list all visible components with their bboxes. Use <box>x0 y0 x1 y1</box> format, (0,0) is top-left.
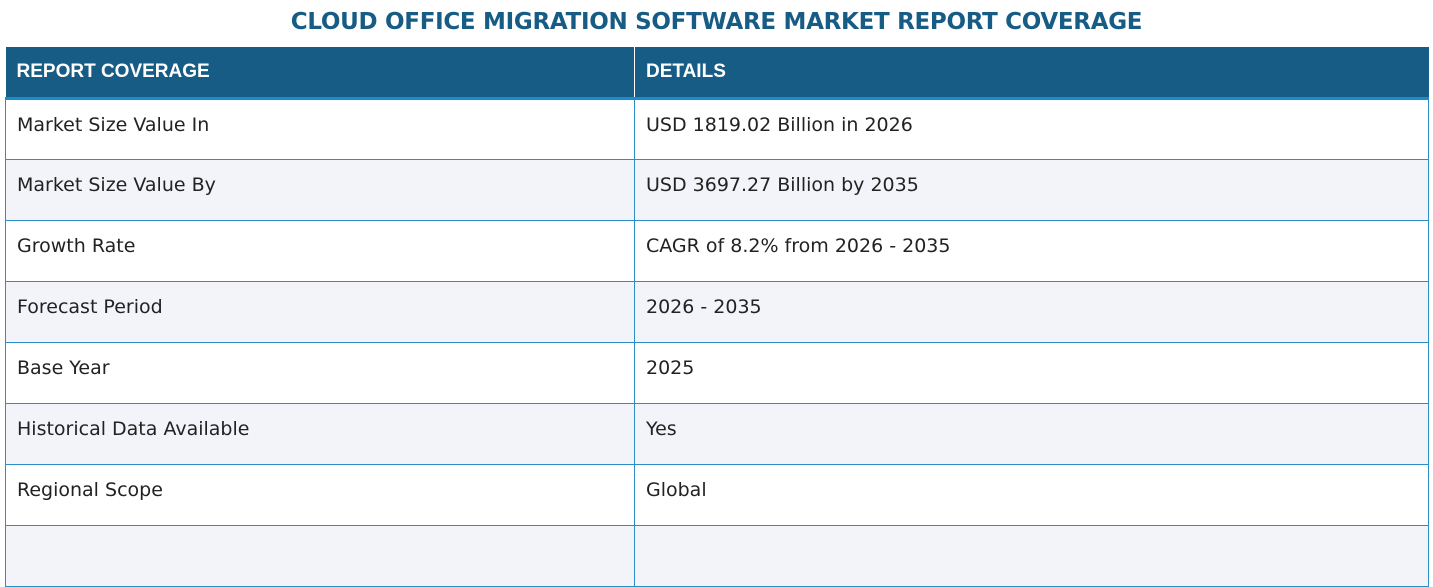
row-value: 2026 - 2035 <box>634 281 1429 343</box>
table-row: Growth Rate CAGR of 8.2% from 2026 - 2035 <box>5 220 1429 282</box>
row-value: Global <box>634 464 1429 526</box>
row-label: Growth Rate <box>5 220 635 282</box>
row-label: Regional Scope <box>5 464 635 526</box>
row-label: Historical Data Available <box>5 403 635 465</box>
row-value: CAGR of 8.2% from 2026 - 2035 <box>634 220 1429 282</box>
row-value <box>634 525 1429 587</box>
table-row: Market Size Value By USD 3697.27 Billion … <box>5 159 1429 221</box>
table-row: Historical Data Available Yes <box>5 403 1429 465</box>
table-row: Regional Scope Global <box>5 464 1429 526</box>
table-row: Forecast Period 2026 - 2035 <box>5 281 1429 343</box>
table-row <box>5 525 1429 587</box>
table-row: Market Size Value In USD 1819.02 Billion … <box>5 98 1429 160</box>
page-title: CLOUD OFFICE MIGRATION SOFTWARE MARKET R… <box>290 9 1143 35</box>
row-value: Yes <box>634 403 1429 465</box>
table-header-row: REPORT COVERAGE DETAILS <box>5 47 1429 100</box>
row-label: Market Size Value By <box>5 159 635 221</box>
row-label <box>5 525 635 587</box>
row-label: Market Size Value In <box>5 98 635 160</box>
header-details: DETAILS <box>634 47 1429 100</box>
row-value: 2025 <box>634 342 1429 404</box>
row-label: Forecast Period <box>5 281 635 343</box>
report-coverage-table: REPORT COVERAGE DETAILS Market Size Valu… <box>5 47 1429 587</box>
header-report-coverage: REPORT COVERAGE <box>5 47 635 100</box>
row-value: USD 1819.02 Billion in 2026 <box>634 98 1429 160</box>
row-value: USD 3697.27 Billion by 2035 <box>634 159 1429 221</box>
table-row: Base Year 2025 <box>5 342 1429 404</box>
row-label: Base Year <box>5 342 635 404</box>
